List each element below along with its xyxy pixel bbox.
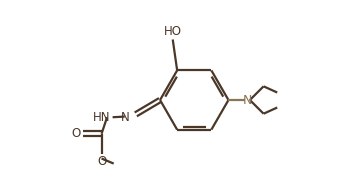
Text: HN: HN xyxy=(93,111,110,124)
Text: HO: HO xyxy=(164,25,182,38)
Text: O: O xyxy=(97,155,106,168)
Text: N: N xyxy=(243,94,252,107)
Text: N: N xyxy=(120,111,129,124)
Text: O: O xyxy=(72,127,81,140)
